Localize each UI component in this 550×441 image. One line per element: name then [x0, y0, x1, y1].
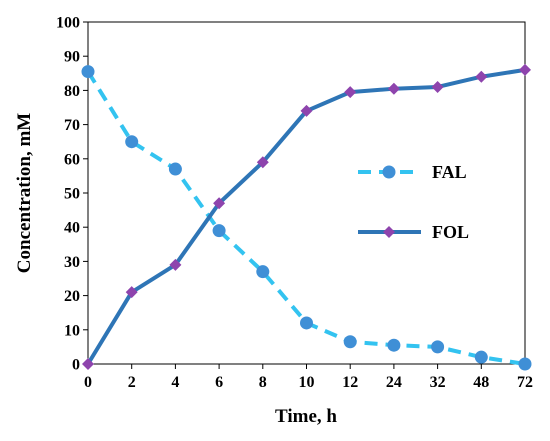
data-point-fol: [256, 156, 269, 169]
x-tick-label: 6: [215, 374, 223, 391]
data-point-fal: [343, 335, 357, 349]
data-point-fal: [256, 265, 270, 279]
x-tick-label: 12: [342, 374, 358, 391]
x-tick-label: 72: [517, 374, 533, 391]
x-tick-label: 48: [473, 374, 489, 391]
legend: FAL FOL: [358, 162, 469, 242]
data-point-fol: [431, 80, 444, 93]
legend-marker-fol: [383, 226, 395, 238]
legend-marker-fal: [382, 165, 396, 179]
data-point-fal: [125, 135, 139, 149]
data-point-fal: [168, 162, 182, 176]
y-tick-label: 90: [64, 49, 80, 66]
y-tick-label: 30: [64, 254, 80, 271]
y-tick-label: 50: [64, 186, 80, 203]
data-point-fal: [431, 340, 445, 354]
data-point-fal: [518, 357, 532, 371]
legend-label-fal: FAL: [432, 162, 467, 182]
data-point-fol: [344, 86, 357, 99]
y-tick-label: 100: [56, 15, 80, 32]
x-tick-label: 24: [386, 374, 402, 391]
y-tick-label: 20: [64, 288, 80, 305]
x-tick-label: 32: [430, 374, 446, 391]
data-point-fal: [387, 338, 401, 352]
plot-area-frame: [87, 21, 526, 365]
y-tick-label: 10: [64, 322, 80, 339]
x-tick-label: 10: [299, 374, 315, 391]
series-fol: [82, 63, 531, 370]
x-tick-label: 4: [171, 374, 179, 391]
x-tick-label: 8: [259, 374, 267, 391]
data-point-fal: [81, 65, 95, 79]
data-point-fol: [213, 197, 226, 210]
data-point-fol: [82, 358, 94, 370]
x-tick-label: 2: [128, 374, 136, 391]
data-point-fol: [300, 104, 313, 117]
y-axis-title: Concentration, mM: [14, 113, 35, 273]
legend-label-fol: FOL: [432, 222, 469, 242]
y-tick-label: 80: [64, 83, 80, 100]
x-axis-title: Time, h: [275, 406, 337, 427]
data-point-fal: [474, 350, 488, 364]
data-point-fal: [300, 316, 313, 330]
data-point-fol: [475, 70, 488, 83]
data-point-fol: [519, 63, 531, 76]
series-fal: [81, 65, 532, 371]
data-point-fol: [169, 258, 182, 271]
y-tick-label: 60: [64, 151, 80, 168]
y-tick-label: 70: [64, 117, 80, 134]
y-tick-label: 40: [64, 220, 80, 237]
y-tick-label: 0: [72, 357, 80, 374]
data-point-fol: [125, 286, 138, 299]
series-layer: [81, 63, 532, 371]
data-point-fal: [212, 224, 226, 238]
x-tick-label: 0: [84, 374, 92, 391]
y-axis-ticks: 0 10 20 30 40 50 60 70 80 90 100: [56, 15, 88, 374]
data-point-fol: [387, 82, 400, 95]
x-axis-ticks: 0 2 4 6 8 10 12 24 32 48 72: [84, 364, 533, 391]
